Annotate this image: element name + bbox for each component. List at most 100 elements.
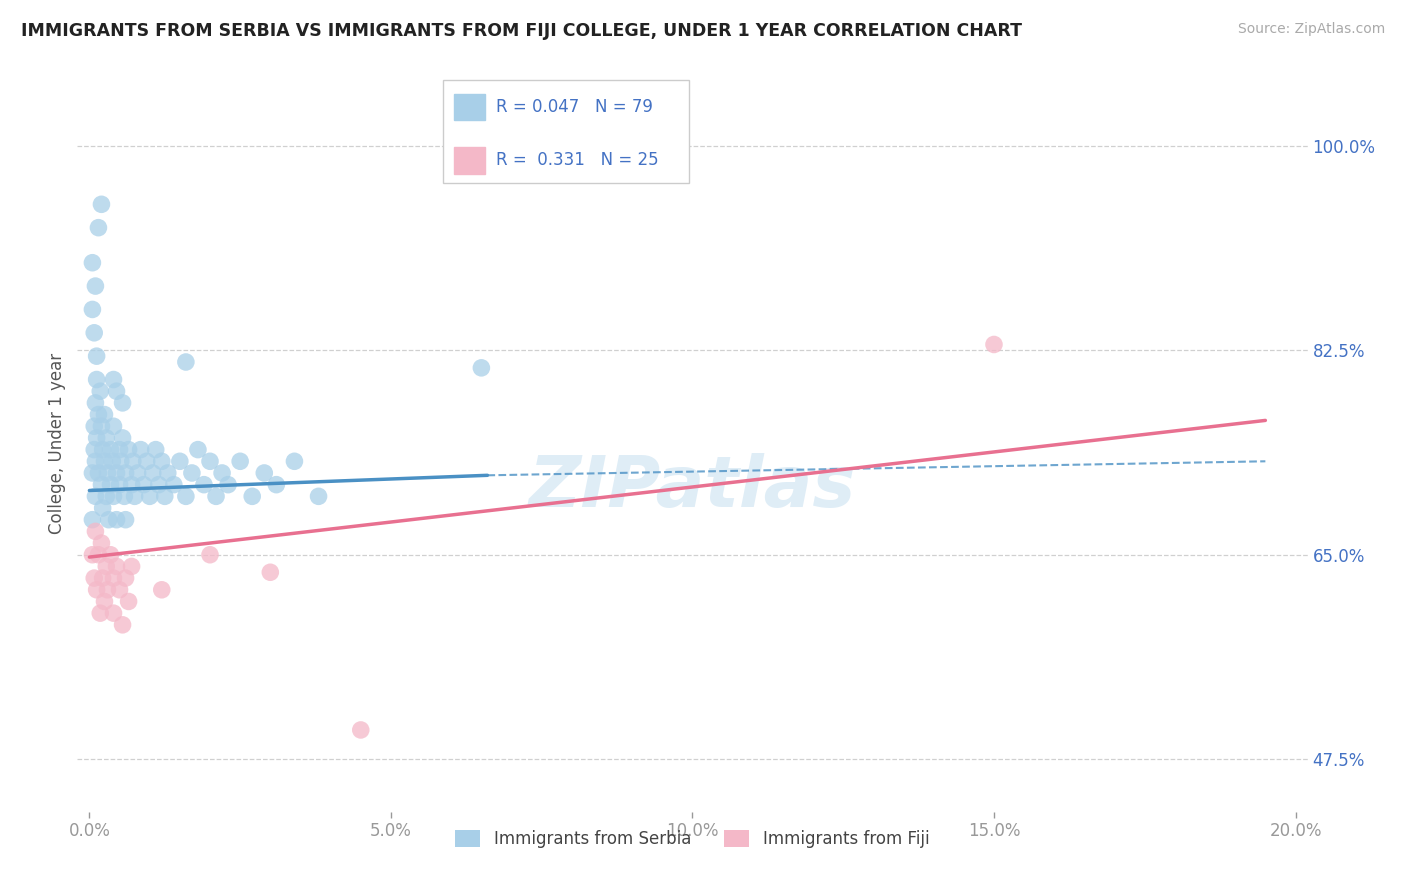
Point [103, 606, 125, 620]
Point [86, 431, 108, 445]
Point [121, 559, 143, 574]
Point [127, 466, 149, 480]
Point [121, 454, 143, 468]
Point [138, 489, 160, 503]
Legend: Immigrants from Serbia, Immigrants from Fiji: Immigrants from Serbia, Immigrants from … [449, 823, 936, 855]
Point [148, 477, 170, 491]
Point [87, 466, 110, 480]
Point [96, 559, 118, 574]
Point [82, 256, 104, 270]
Point [100, 442, 122, 457]
Point [86, 349, 108, 363]
Point [112, 489, 135, 503]
Point [187, 442, 209, 457]
Point [84, 396, 107, 410]
Point [108, 442, 131, 457]
Point [308, 489, 330, 503]
Point [150, 454, 173, 468]
Point [93, 594, 115, 608]
Point [93, 408, 115, 422]
Text: Source: ZipAtlas.com: Source: ZipAtlas.com [1237, 22, 1385, 37]
Point [156, 466, 179, 480]
Point [180, 466, 202, 480]
Point [121, 477, 143, 491]
Point [84, 489, 107, 503]
Point [82, 548, 104, 562]
Point [229, 454, 252, 468]
Point [110, 454, 132, 468]
Point [91, 501, 114, 516]
Point [87, 408, 110, 422]
Point [91, 442, 114, 457]
Point [283, 454, 305, 468]
Point [117, 594, 139, 608]
Point [114, 571, 136, 585]
Point [82, 466, 104, 480]
Point [163, 477, 186, 491]
Point [114, 513, 136, 527]
Point [83, 442, 105, 457]
Point [82, 302, 104, 317]
Point [108, 582, 131, 597]
Point [253, 466, 276, 480]
Point [205, 489, 228, 503]
Point [96, 489, 118, 503]
Point [124, 489, 146, 503]
Point [87, 548, 110, 562]
Text: IMMIGRANTS FROM SERBIA VS IMMIGRANTS FROM FIJI COLLEGE, UNDER 1 YEAR CORRELATION: IMMIGRANTS FROM SERBIA VS IMMIGRANTS FRO… [21, 22, 1022, 40]
Point [142, 466, 165, 480]
Point [135, 454, 157, 468]
Point [105, 559, 128, 574]
Point [96, 431, 118, 445]
Point [101, 454, 124, 468]
Point [83, 571, 105, 585]
Point [87, 220, 110, 235]
Point [108, 477, 131, 491]
Point [93, 454, 115, 468]
Point [266, 477, 288, 491]
Point [114, 466, 136, 480]
Point [105, 466, 128, 480]
Point [169, 454, 191, 468]
Point [103, 489, 125, 503]
Point [90, 536, 112, 550]
Text: R =  0.331   N = 25: R = 0.331 N = 25 [496, 151, 659, 169]
Point [83, 419, 105, 434]
Point [84, 279, 107, 293]
Point [111, 396, 134, 410]
Point [153, 489, 176, 503]
Point [96, 466, 118, 480]
Point [91, 571, 114, 585]
Point [89, 384, 111, 399]
Y-axis label: College, Under 1 year: College, Under 1 year [48, 353, 66, 534]
Point [100, 548, 122, 562]
Point [84, 454, 107, 468]
Point [103, 419, 125, 434]
Point [84, 524, 107, 539]
Point [240, 489, 263, 503]
Point [193, 477, 215, 491]
Point [198, 454, 221, 468]
Point [86, 372, 108, 386]
Point [217, 477, 239, 491]
Point [89, 606, 111, 620]
Text: R = 0.047   N = 79: R = 0.047 N = 79 [496, 98, 654, 116]
Point [90, 197, 112, 211]
Point [150, 582, 173, 597]
Point [103, 571, 125, 585]
Point [211, 466, 233, 480]
Point [174, 355, 197, 369]
Point [350, 723, 373, 737]
Point [983, 337, 1005, 351]
Point [145, 442, 167, 457]
Point [103, 372, 125, 386]
Point [90, 419, 112, 434]
Point [198, 548, 221, 562]
Point [90, 477, 112, 491]
Point [96, 582, 118, 597]
Point [83, 326, 105, 340]
Text: ZIPatlas: ZIPatlas [529, 453, 856, 523]
Point [86, 582, 108, 597]
Point [117, 442, 139, 457]
Point [174, 489, 197, 503]
